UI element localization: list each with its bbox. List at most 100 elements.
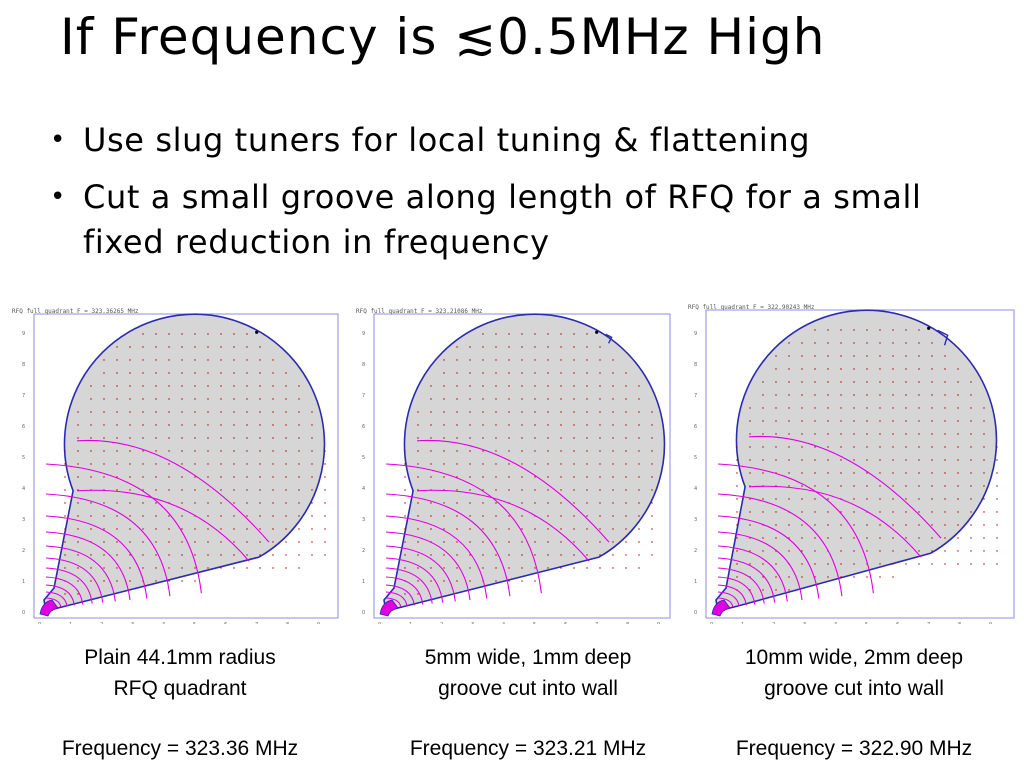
field-arrow — [155, 424, 157, 426]
field-arrow — [840, 550, 842, 552]
field-arrow — [116, 502, 118, 504]
x-tick-label: 5 — [533, 622, 536, 624]
field-arrow — [638, 489, 640, 491]
field-arrow — [547, 554, 549, 556]
field-arrow — [142, 359, 144, 361]
field-arrow — [194, 554, 196, 556]
field-arrow — [638, 398, 640, 400]
field-arrow — [638, 424, 640, 426]
field-arrow — [259, 554, 261, 556]
field-arrow — [638, 515, 640, 517]
field-arrow — [547, 385, 549, 387]
field-arrow — [814, 355, 816, 357]
field-arrow — [142, 463, 144, 465]
field-arrow — [233, 567, 235, 569]
field-arrow — [508, 385, 510, 387]
field-arrow — [129, 476, 131, 478]
y-tick-label: 0 — [362, 610, 365, 616]
field-arrow — [931, 472, 933, 474]
field-arrow — [827, 563, 829, 565]
field-arrow — [905, 472, 907, 474]
field-arrow — [651, 463, 653, 465]
field-arrow — [879, 407, 881, 409]
field-arrow — [417, 554, 419, 556]
field-arrow — [749, 498, 751, 500]
field-arrow — [586, 554, 588, 556]
field-arrow — [599, 528, 601, 530]
field-arrow — [508, 541, 510, 543]
field-arrow — [534, 437, 536, 439]
caption-line: 10mm wide, 2mm deep — [744, 646, 964, 669]
field-arrow — [625, 424, 627, 426]
field-arrow — [181, 528, 183, 530]
field-arrow — [853, 394, 855, 396]
field-arrow — [801, 407, 803, 409]
field-arrow — [259, 359, 261, 361]
field-arrow — [560, 333, 562, 335]
field-arrow — [775, 433, 777, 435]
field-arrow — [840, 576, 842, 578]
field-arrow — [625, 372, 627, 374]
field-arrow — [298, 489, 300, 491]
field-arrow — [77, 515, 79, 517]
field-arrow — [892, 524, 894, 526]
field-arrow — [827, 485, 829, 487]
field-arrow — [482, 437, 484, 439]
field-arrow — [749, 446, 751, 448]
field-arrow — [612, 515, 614, 517]
field-arrow — [443, 463, 445, 465]
field-arrow — [957, 446, 959, 448]
field-arrow — [404, 489, 406, 491]
field-arrow — [586, 528, 588, 530]
field-arrow — [194, 502, 196, 504]
field-arrow — [625, 450, 627, 452]
field-arrow — [905, 446, 907, 448]
field-arrow — [788, 498, 790, 500]
field-arrow — [129, 437, 131, 439]
field-arrow — [207, 411, 209, 413]
field-arrow — [220, 463, 222, 465]
groove-notch — [937, 329, 949, 346]
field-arrow — [469, 385, 471, 387]
field-arrow — [521, 528, 523, 530]
field-arrow — [651, 424, 653, 426]
field-arrow — [207, 385, 209, 387]
field-arrow — [233, 450, 235, 452]
field-arrow — [298, 385, 300, 387]
field-line — [749, 435, 942, 539]
field-arrow — [547, 528, 549, 530]
y-tick-label: 1 — [694, 579, 697, 585]
field-arrow — [443, 359, 445, 361]
field-arrow — [814, 381, 816, 383]
field-arrow — [801, 394, 803, 396]
field-arrow — [638, 437, 640, 439]
field-arrow — [827, 368, 829, 370]
field-arrow — [586, 385, 588, 387]
field-arrow — [246, 515, 248, 517]
field-arrow — [560, 528, 562, 530]
field-arrow — [983, 550, 985, 552]
y-tick-label: 7 — [362, 393, 365, 399]
field-arrow — [181, 424, 183, 426]
groove-notch — [605, 333, 613, 344]
field-arrow — [103, 541, 105, 543]
field-arrow — [879, 446, 881, 448]
field-arrow — [573, 463, 575, 465]
field-arrow — [905, 563, 907, 565]
field-arrow — [298, 541, 300, 543]
field-arrow — [814, 498, 816, 500]
field-arrow — [129, 346, 131, 348]
field-arrow — [931, 420, 933, 422]
field-arrow — [129, 372, 131, 374]
field-arrow — [495, 398, 497, 400]
field-plot: RFQ full quadrant F = 323.36265 MHz 9 8 7 6 5… — [12, 308, 339, 624]
field-arrow — [404, 541, 406, 543]
field-arrow — [469, 424, 471, 426]
field-arrow — [853, 498, 855, 500]
field-arrow — [957, 433, 959, 435]
field-arrow — [220, 385, 222, 387]
field-plot: RFQ full quadrant F = 322.90243 MHz 9 8 7 6 5… — [688, 304, 1015, 624]
field-arrow — [586, 450, 588, 452]
field-line — [717, 567, 765, 604]
field-arrow — [905, 537, 907, 539]
